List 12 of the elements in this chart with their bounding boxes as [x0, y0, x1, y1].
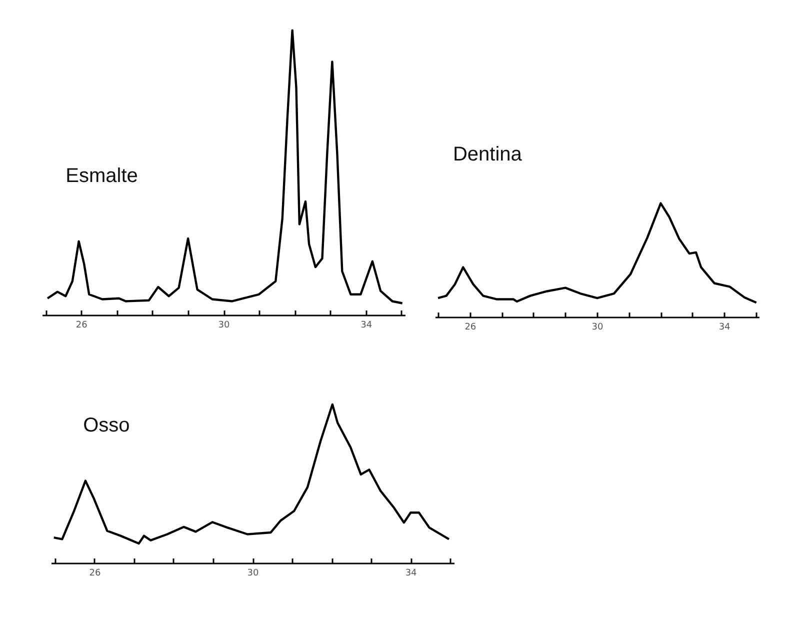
x-tick-label: 26	[464, 322, 476, 332]
text: Osso	[83, 414, 130, 436]
x-tick-label: 34	[360, 320, 372, 330]
x-tick-label: 34	[718, 322, 731, 332]
x-tick-label: 30	[218, 320, 230, 330]
x-tick-label: 34	[405, 568, 418, 578]
text: Esmalte	[66, 165, 138, 188]
x-tick-label: 30	[592, 322, 604, 332]
x-tick-label: 26	[89, 568, 101, 578]
x-tick-label: 30	[247, 568, 259, 578]
x-tick-label: 26	[76, 320, 88, 330]
chart-title: Dentina	[452, 144, 523, 166]
